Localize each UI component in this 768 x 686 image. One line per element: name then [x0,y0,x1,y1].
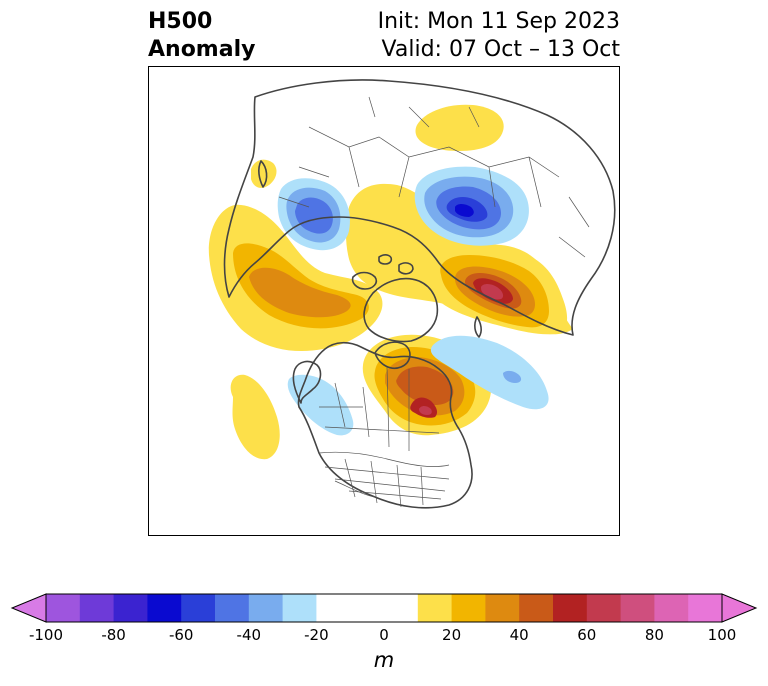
colorbar-segment [451,594,486,622]
colorbar-segment [316,594,351,622]
colorbar-segment [248,594,284,622]
colorbar-segment [586,594,622,622]
colorbar-tick-label: -40 [236,626,262,644]
anomaly-positive-hudson-mid3 [396,366,454,405]
coastline-greenland [363,277,439,343]
run-info: Init: Mon 11 Sep 2023 Valid: 07 Oct – 13… [378,8,620,64]
colorbar-segment [79,594,115,622]
coastline-hudson-bay [374,341,411,369]
map-title: H500 Anomaly [148,8,255,64]
colorbar-segment [620,594,655,622]
anomaly-positive-bering [230,374,280,460]
colorbar-segment [350,594,419,622]
colorbar-segment [485,594,520,622]
colorbar-segment [654,594,689,622]
valid-period: Valid: 07 Oct – 13 Oct [381,37,620,62]
colorbar-tick-label: -20 [304,626,329,644]
anomaly-negative-neasia-inner [503,370,522,383]
coastline-japan [258,160,268,188]
anomaly-map-svg [208,79,616,509]
colorbar-segment [688,594,723,622]
colorbar-tick-label: -60 [168,626,194,644]
coastline-eurasia [223,79,616,336]
border-us-canada [318,451,450,467]
colorbar-tick-label: 100 [707,626,737,644]
coastline-alaska [292,360,322,404]
colorbar-segment [417,594,453,622]
colorbar-tick-label: 20 [442,626,462,644]
coastline-arctic-islands [351,254,414,290]
colorbar-segment [147,594,182,622]
anomaly-positive-japan [251,159,277,188]
border-mexico [334,480,376,498]
title-line-1: H500 [148,9,213,34]
colorbar-tick-label: 0 [379,626,389,644]
colorbar [10,593,758,623]
anomaly-positive-easteurope [415,104,504,151]
init-time: Init: Mon 11 Sep 2023 [377,9,620,34]
colorbar-segment [215,594,250,622]
title-line-2: Anomaly [148,37,256,62]
anomaly-negative-westeurope-inner [295,197,333,234]
colorbar-tick-labels: -100 -80 -60 -40 -20 0 20 40 60 80 100 [0,626,768,646]
anomaly-negative-neasia-outer [430,335,549,410]
colorbar-segment [113,594,148,622]
colorbar-tick-label: -100 [28,626,64,644]
anomaly-map [148,66,620,536]
colorbar-segment [46,594,81,622]
colorbar-tick-label: 40 [509,626,529,644]
anomaly-positive-pacific-inner [249,267,351,318]
colorbar-tick-label: -80 [101,626,126,644]
border-canada-provinces [319,366,440,451]
coastline-uk [474,316,482,338]
colorbar-segment [282,594,317,622]
colorbar-segment [181,594,216,622]
colorbar-segment [553,594,588,622]
border-eurasia [278,96,590,258]
colorbar-unit-label: m [373,648,395,672]
colorbar-tick-label: 80 [644,626,664,644]
colorbar-segments [46,594,723,622]
anomaly-positive-hudson-core [419,406,432,415]
colorbar-frame [45,593,723,623]
border-us-states [324,458,450,508]
border-layer [278,96,590,508]
anomaly-negative-alaska-outer [287,374,354,436]
colorbar-extend-high [721,593,758,623]
colorbar-tick-label: 60 [577,626,597,644]
anomaly-negative-scandinavia-core [455,204,474,217]
colorbar-segment [519,594,554,622]
colorbar-extend-low [10,593,47,623]
